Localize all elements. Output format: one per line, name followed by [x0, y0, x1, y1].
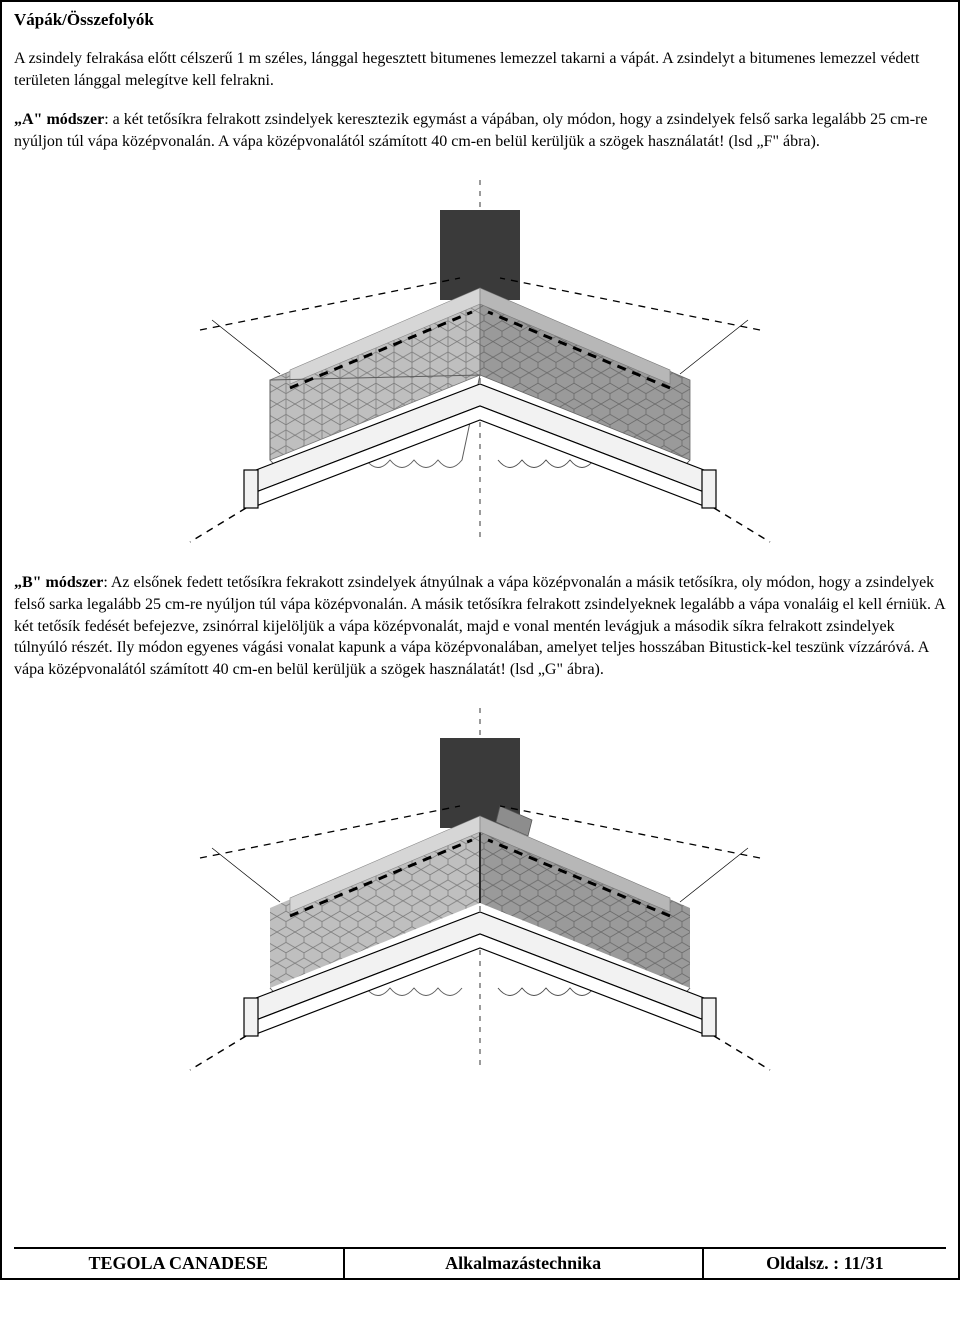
figure-f-wrap: [14, 170, 946, 550]
intro-paragraph: A zsindely felrakása előtt célszerű 1 m …: [14, 48, 946, 91]
footer-right: Oldalsz. : 11/31: [704, 1249, 946, 1278]
footer-mid: Alkalmazástechnika: [345, 1249, 704, 1278]
method-b-text: : Az elsőnek fedett tetősíkra fekrakott …: [14, 574, 945, 677]
method-b-paragraph: „B" módszer: Az elsőnek fedett tetősíkra…: [14, 572, 946, 680]
section-title: Vápák/Összefolyók: [14, 10, 946, 30]
content-area: Vápák/Összefolyók A zsindely felrakása e…: [14, 10, 946, 1247]
method-a-text: : a két tetősíkra felrakott zsindelyek k…: [14, 111, 927, 150]
figure-f-svg: [160, 170, 800, 550]
method-b-lead: „B" módszer: [14, 574, 103, 591]
footer-row: TEGOLA CANADESE Alkalmazástechnika Oldal…: [14, 1247, 946, 1278]
method-a-paragraph: „A" módszer: a két tetősíkra felrakott z…: [14, 109, 946, 152]
footer-left: TEGOLA CANADESE: [14, 1249, 345, 1278]
method-a-lead: „A" módszer: [14, 111, 104, 128]
figure-g-wrap: [14, 698, 946, 1078]
figure-g-svg: [160, 698, 800, 1078]
page-frame: Vápák/Összefolyók A zsindely felrakása e…: [0, 0, 960, 1280]
